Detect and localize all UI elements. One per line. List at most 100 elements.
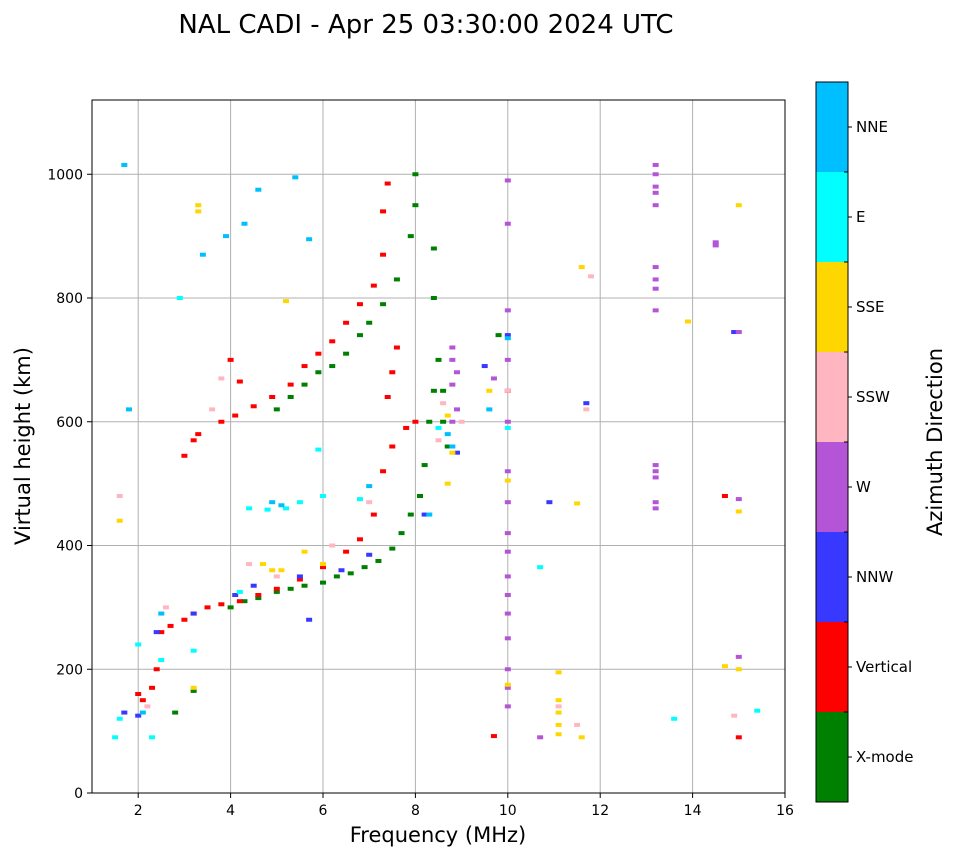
data-point-x-mode xyxy=(343,351,350,356)
data-point-nnw xyxy=(338,568,345,573)
x-tick-label: 2 xyxy=(134,803,143,819)
x-axis: 2 4 6 8 10 12 14 16 xyxy=(134,793,794,819)
data-point-vertical xyxy=(149,685,156,690)
y-axis-title: Virtual height (km) xyxy=(11,347,35,545)
data-point-sse xyxy=(195,203,202,208)
data-point-vertical xyxy=(296,577,303,582)
data-point-x-mode xyxy=(412,203,419,208)
data-point-x-mode xyxy=(172,710,179,715)
data-point-nne xyxy=(292,175,299,180)
data-point-w xyxy=(504,704,511,709)
data-point-vertical xyxy=(380,252,387,257)
data-point-vertical xyxy=(380,469,387,474)
data-point-sse xyxy=(735,509,742,514)
data-point-vertical xyxy=(356,302,363,307)
data-point-w xyxy=(504,357,511,362)
plot-frame xyxy=(91,99,786,794)
data-point-ssw xyxy=(273,574,280,579)
data-point-vertical xyxy=(181,453,188,458)
data-point-x-mode xyxy=(347,571,354,576)
data-point-vertical xyxy=(236,379,243,384)
data-point-nne xyxy=(139,710,146,715)
data-point-ssw xyxy=(144,704,151,709)
data-point-x-mode xyxy=(435,357,442,362)
data-point-w xyxy=(652,190,659,195)
data-point-e xyxy=(537,565,544,570)
data-point-e xyxy=(671,716,678,721)
data-point-x-mode xyxy=(440,388,447,393)
data-point-ssw xyxy=(440,401,447,406)
data-point-x-mode xyxy=(380,302,387,307)
data-point-nne xyxy=(444,432,451,437)
data-point-vertical xyxy=(412,419,419,424)
data-point-w xyxy=(652,463,659,468)
data-point-ssw xyxy=(366,500,373,505)
data-point-vertical xyxy=(273,586,280,591)
y-tick-label: 0 xyxy=(74,786,83,802)
data-point-x-mode xyxy=(421,463,428,468)
data-point-e xyxy=(356,497,363,502)
x-tick-label: 6 xyxy=(319,803,328,819)
data-point-e xyxy=(296,500,303,505)
data-point-vertical xyxy=(384,181,391,186)
data-point-sse xyxy=(444,413,451,418)
data-point-nnw xyxy=(153,630,160,635)
x-tick-label: 16 xyxy=(776,803,794,819)
data-point-e xyxy=(135,642,142,647)
data-point-ssw xyxy=(504,388,511,393)
data-point-x-mode xyxy=(273,407,280,412)
data-point-w xyxy=(504,308,511,313)
data-point-w xyxy=(504,419,511,424)
data-point-w xyxy=(652,475,659,480)
data-point-vertical xyxy=(389,444,396,449)
data-point-e xyxy=(315,447,322,452)
data-point-w xyxy=(504,469,511,474)
data-point-w xyxy=(504,178,511,183)
data-point-x-mode xyxy=(417,494,424,498)
data-point-x-mode xyxy=(407,512,414,517)
data-point-x-mode xyxy=(412,172,419,177)
data-point-sse xyxy=(486,388,493,393)
data-point-nnw xyxy=(421,512,428,517)
data-point-vertical xyxy=(204,605,211,610)
data-point-vertical xyxy=(393,345,400,350)
data-point-x-mode xyxy=(315,370,322,375)
data-point-w xyxy=(652,506,659,511)
data-point-sse xyxy=(259,562,266,567)
data-point-w xyxy=(735,330,742,335)
data-point-w xyxy=(504,500,511,505)
y-tick-label: 1000 xyxy=(47,167,83,183)
data-point-ssw xyxy=(329,543,336,548)
data-point-w xyxy=(735,654,742,659)
data-point-sse xyxy=(269,568,276,573)
data-point-vertical xyxy=(320,565,326,570)
data-point-sse xyxy=(444,481,451,486)
data-point-x-mode xyxy=(398,531,405,536)
data-point-ssw xyxy=(162,605,169,610)
data-point-vertical xyxy=(158,630,165,635)
data-point-vertical xyxy=(195,432,202,437)
data-point-w xyxy=(504,549,511,554)
data-point-w xyxy=(652,172,659,177)
data-point-vertical xyxy=(403,425,410,430)
data-point-sse xyxy=(574,501,581,506)
data-point-x-mode xyxy=(430,296,437,300)
colorbar-swatch-sse xyxy=(816,262,848,352)
data-point-nnw xyxy=(121,710,128,715)
data-point-vertical xyxy=(315,351,322,356)
data-point-sse xyxy=(684,319,691,324)
data-point-nne xyxy=(241,221,248,226)
data-point-vertical xyxy=(370,283,377,288)
data-point-nne xyxy=(125,407,132,412)
data-point-e xyxy=(116,716,123,721)
data-point-nne xyxy=(449,444,456,449)
data-point-nne xyxy=(199,252,206,257)
data-point-w xyxy=(652,162,659,167)
data-point-nne xyxy=(158,611,165,616)
data-point-nnw xyxy=(250,583,257,588)
y-tick-label: 600 xyxy=(56,415,83,431)
data-point-vertical xyxy=(735,735,742,740)
data-point-x-mode xyxy=(375,558,382,563)
data-point-nne xyxy=(121,162,128,167)
data-point-x-mode xyxy=(329,364,336,369)
